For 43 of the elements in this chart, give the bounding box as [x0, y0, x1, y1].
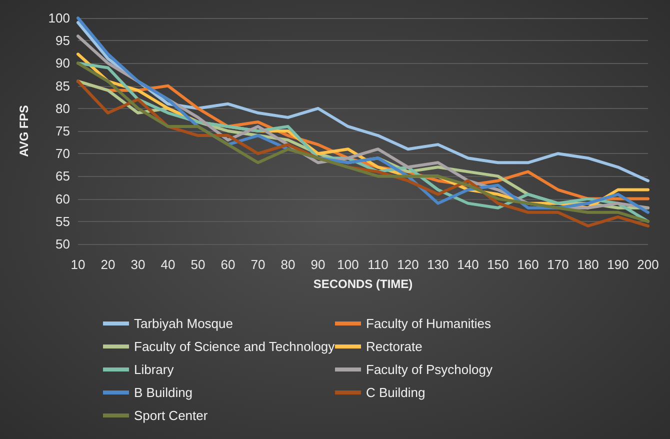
y-tick-label: 85 [56, 78, 70, 94]
y-tick-label: 80 [56, 100, 70, 116]
y-tick-label: 55 [56, 214, 70, 229]
x-tick-label: 100 [337, 257, 359, 272]
x-tick-label: 70 [250, 257, 266, 272]
y-axis-title: AVG FPS [17, 105, 31, 157]
x-tick-label: 140 [457, 257, 479, 272]
line-series [76, 21, 650, 182]
x-tick-label: 60 [220, 257, 236, 272]
x-tick-label: 130 [427, 257, 449, 272]
x-tick-label: 110 [368, 257, 388, 272]
x-tick-label: 50 [190, 257, 206, 272]
x-tick-label: 20 [100, 257, 116, 272]
y-tick-label: 60 [56, 191, 70, 206]
x-tick-label: 180 [577, 257, 599, 272]
x-axis-title: SECONDS (TIME) [313, 277, 413, 291]
legend-label: Rectorate [366, 339, 422, 354]
x-tick-label: 10 [70, 257, 86, 272]
x-tick-label: 90 [310, 257, 326, 272]
y-tick-label: 70 [56, 146, 70, 162]
legend-label: Library [134, 362, 174, 377]
legend-label: Faculty of Science and Technology [134, 339, 336, 354]
y-tick-label: 65 [56, 168, 70, 184]
y-tick-label: 100 [48, 10, 70, 26]
x-tick-label: 120 [397, 257, 419, 272]
x-tick-label: 200 [637, 257, 659, 272]
x-tick-label: 160 [517, 257, 539, 272]
y-tick-label: 75 [56, 124, 70, 138]
x-tick-label: 150 [487, 257, 509, 272]
x-tick-label: 170 [547, 257, 569, 272]
y-tick-label: 95 [56, 33, 70, 48]
legend-label: Faculty of Psychology [366, 362, 493, 377]
legend-label: B Building [134, 385, 193, 400]
legend-label: Sport Center [134, 408, 208, 423]
x-tick-label: 80 [280, 257, 296, 272]
y-tick-label: 50 [56, 236, 70, 252]
x-tick-label: 190 [607, 257, 629, 272]
x-tick-label: 40 [160, 257, 176, 272]
legend-label: C Building [366, 385, 426, 400]
y-tick-label: 90 [56, 56, 70, 71]
x-tick-label: 30 [130, 257, 146, 272]
legend-label: Tarbiyah Mosque [134, 316, 233, 331]
legend-label: Faculty of Humanities [366, 316, 492, 331]
